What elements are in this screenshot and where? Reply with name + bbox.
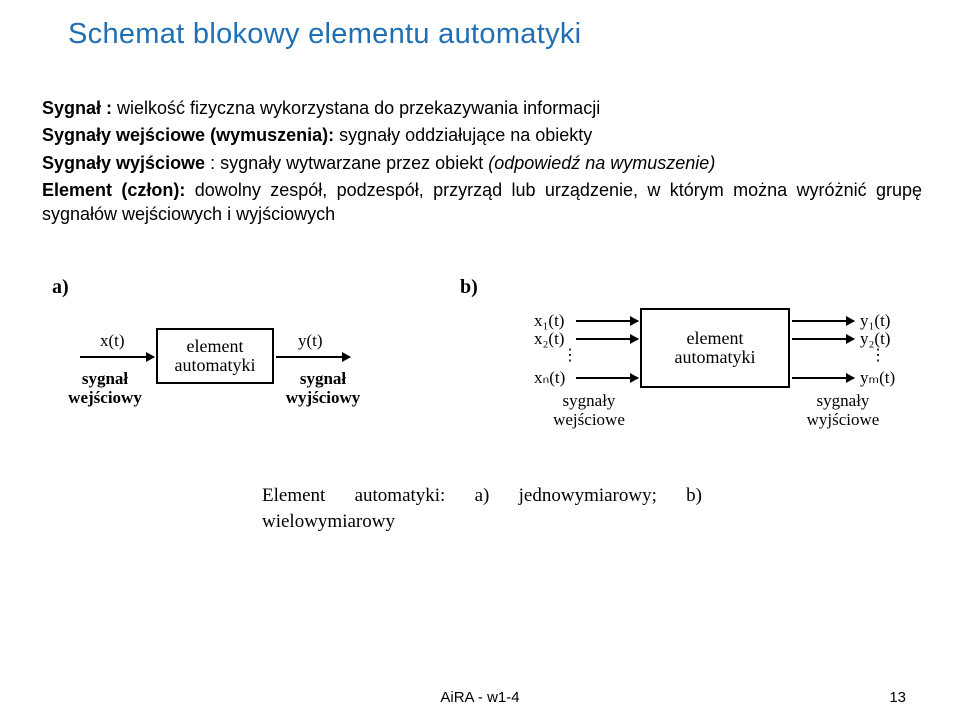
a-out-label: sygnał wyjściowy xyxy=(278,370,368,407)
footer-text: AiRA - w1-4 xyxy=(0,689,960,706)
b-dots-y: ⋮ xyxy=(870,352,886,360)
diagram-caption: Element automatyki: a) jednowymiarowy; b… xyxy=(262,483,702,534)
b-box: element automatyki xyxy=(640,308,790,388)
b-in-label: sygnały wejściowe xyxy=(544,392,634,429)
b-dots-x: ⋮ xyxy=(562,352,578,360)
b-ar-x1 xyxy=(576,320,638,322)
a-yt: y(t) xyxy=(298,330,323,353)
para-4: Element (człon): dowolny zespół, podzesp… xyxy=(42,178,922,227)
b-ar-y1 xyxy=(792,320,854,322)
diagram-area: a) b) x(t) element automatyki y(t) sygna… xyxy=(42,274,922,534)
b-ar-xn xyxy=(576,377,638,379)
para-2: Sygnały wejściowe (wymuszenia): sygnały … xyxy=(42,123,922,147)
b-x2: x₂(t) xyxy=(534,328,564,351)
a-arrow-out xyxy=(276,356,350,358)
a-xt: x(t) xyxy=(100,330,125,353)
b-ar-ym xyxy=(792,377,854,379)
content-block: Sygnał : wielkość fizyczna wykorzystana … xyxy=(0,51,960,534)
b-out-label: sygnały wyjściowe xyxy=(798,392,888,429)
b-ar-y2 xyxy=(792,338,854,340)
label-a: a) xyxy=(52,274,69,301)
p2-bold: Sygnały wejściowe (wymuszenia): xyxy=(42,125,334,145)
page-number: 13 xyxy=(889,689,906,706)
p3-bold: Sygnały wyjściowe xyxy=(42,153,205,173)
para-1: Sygnał : wielkość fizyczna wykorzystana … xyxy=(42,96,922,120)
a-in-label: sygnał wejściowy xyxy=(60,370,150,407)
page-title: Schemat blokowy elementu automatyki xyxy=(0,0,960,51)
p3-italic: (odpowiedź na wymuszenie) xyxy=(483,153,715,173)
b-xn: xₙ(t) xyxy=(534,367,565,390)
p3-rest: : sygnały wytwarzane przez obiekt xyxy=(205,153,483,173)
b-ar-x2 xyxy=(576,338,638,340)
label-b: b) xyxy=(460,274,478,301)
p4-bold: Element (człon): xyxy=(42,180,185,200)
a-box: element automatyki xyxy=(156,328,274,384)
b-ym: yₘ(t) xyxy=(860,367,895,390)
para-3: Sygnały wyjściowe : sygnały wytwarzane p… xyxy=(42,151,922,175)
a-arrow-in xyxy=(80,356,154,358)
p1-bold: Sygnał : xyxy=(42,98,112,118)
p1-rest: wielkość fizyczna wykorzystana do przeka… xyxy=(112,98,600,118)
p2-rest: sygnały oddziałujące na obiekty xyxy=(334,125,592,145)
